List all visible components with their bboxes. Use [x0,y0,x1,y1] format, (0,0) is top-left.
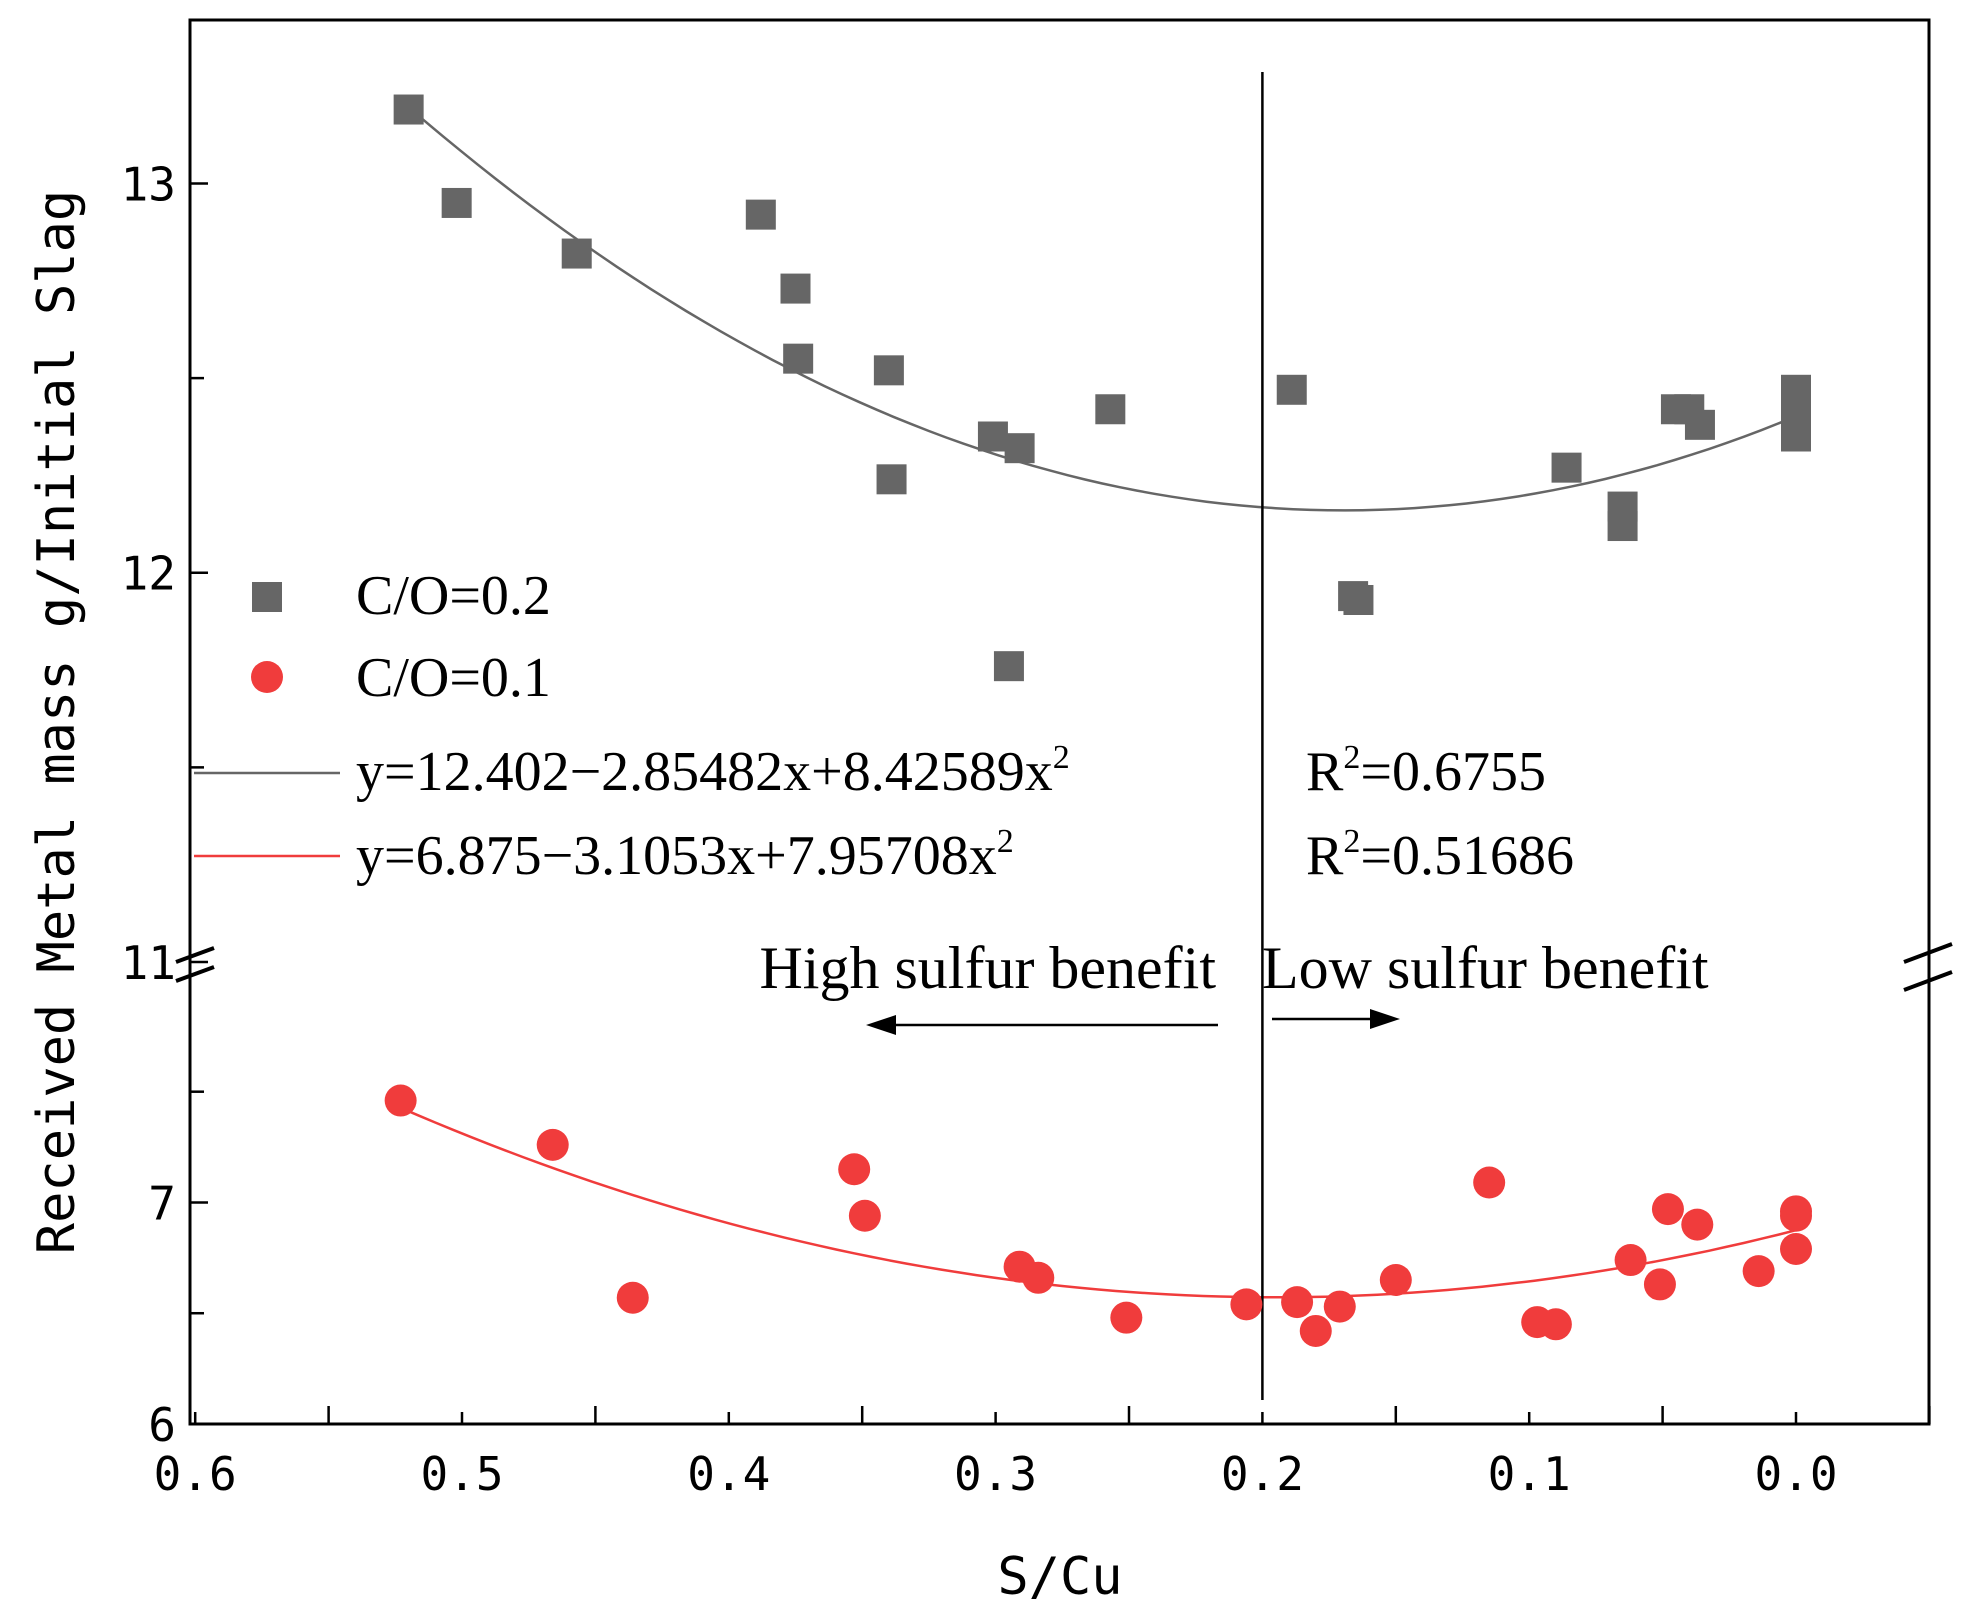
data-point-square [1343,584,1374,615]
data-point-circle [1473,1166,1506,1199]
annotation-high-sulfur-benefit: High sulfur benefit [759,935,1216,1001]
legend-marker-square [252,582,282,612]
legend: C/O=0.2 C/O=0.1 y=12.402−2.85482x+8.4258… [194,565,1574,887]
data-point-square [1607,511,1638,542]
data-point-square [873,355,904,386]
data-point-square [1684,409,1715,440]
series-co-0.1-points [384,1084,1812,1347]
data-point-square [1781,394,1811,425]
legend-fit-equation-co-0.2: y=12.402−2.85482x+8.42589x2 [356,739,1070,803]
data-point-circle [1780,1199,1812,1232]
data-point-circle [1742,1255,1775,1288]
data-point-circle [1022,1261,1055,1294]
axis-break-right [1903,942,1953,992]
fit-curve-co-0.2 [407,106,1797,512]
data-point-square [783,343,814,374]
series-co-0.2-points [393,94,1811,682]
y-axis-ticks: 11 12 13 6 7 [121,157,208,1452]
y-tick-label: 7 [148,1176,176,1230]
x-tick-label: 0.2 [1221,1447,1304,1501]
data-point-circle [384,1084,417,1117]
data-point-square [393,94,424,125]
data-point-square [993,651,1024,682]
y-tick-label: 12 [121,547,176,601]
data-point-square [1276,374,1307,405]
data-point-circle [616,1281,649,1314]
x-axis-ticks: 0.6 0.5 0.4 0.3 0.2 0.1 0.0 [154,1406,1931,1501]
arrow-right [1272,1009,1400,1029]
data-point-circle [1379,1264,1412,1296]
data-point-circle [1110,1301,1143,1334]
data-point-circle [848,1199,881,1232]
data-point-square [561,238,592,269]
data-point-square [1781,421,1811,452]
legend-label-co-0.1: C/O=0.1 [356,647,551,709]
x-tick-label: 0.5 [420,1447,503,1501]
y-tick-label: 13 [121,157,176,211]
legend-fit-equation-co-0.1: y=6.875−3.1053x+7.95708x2 [356,823,1014,887]
arrow-left [866,1015,1218,1035]
data-point-circle [1681,1208,1714,1241]
data-point-circle [1780,1232,1812,1265]
fit-curve-co-0.1 [400,1106,1797,1299]
data-point-square [1004,433,1035,464]
data-point-circle [838,1153,871,1186]
data-point-circle [1323,1290,1356,1323]
data-point-circle [1230,1288,1263,1321]
data-point-square [780,273,811,304]
data-point-square [745,199,776,230]
legend-r2-co-0.1: R2=0.51686 [1306,823,1574,887]
y-axis-label: Received Metal mass g/Initial Slag [27,190,87,1254]
data-point-circle [536,1128,569,1161]
legend-marker-circle [251,661,283,693]
data-point-circle [1651,1193,1684,1226]
data-point-square [1095,394,1126,425]
annotation-low-sulfur-benefit: Low sulfur benefit [1262,935,1709,1001]
x-tick-label: 0.6 [154,1447,237,1501]
x-axis-label: S/Cu [997,1547,1122,1607]
x-tick-label: 0.4 [687,1447,770,1501]
data-point-circle [1539,1308,1572,1341]
legend-r2-co-0.2: R2=0.6755 [1306,739,1546,803]
plot-frame [188,18,1931,1426]
data-point-circle [1299,1314,1332,1347]
data-point-square [876,464,907,495]
x-tick-label: 0.0 [1754,1447,1837,1501]
data-point-circle [1281,1286,1314,1319]
data-point-square [441,187,472,218]
data-point-circle [1614,1244,1647,1277]
y-tick-label: 6 [148,1398,176,1452]
data-point-circle [1643,1268,1676,1301]
x-tick-label: 0.3 [954,1447,1037,1501]
y-tick-label: 11 [121,936,176,990]
legend-label-co-0.2: C/O=0.2 [356,565,551,627]
data-point-square [977,421,1008,452]
axis-break-left [175,946,215,983]
data-point-square [1551,452,1582,483]
x-tick-label: 0.1 [1488,1447,1571,1501]
